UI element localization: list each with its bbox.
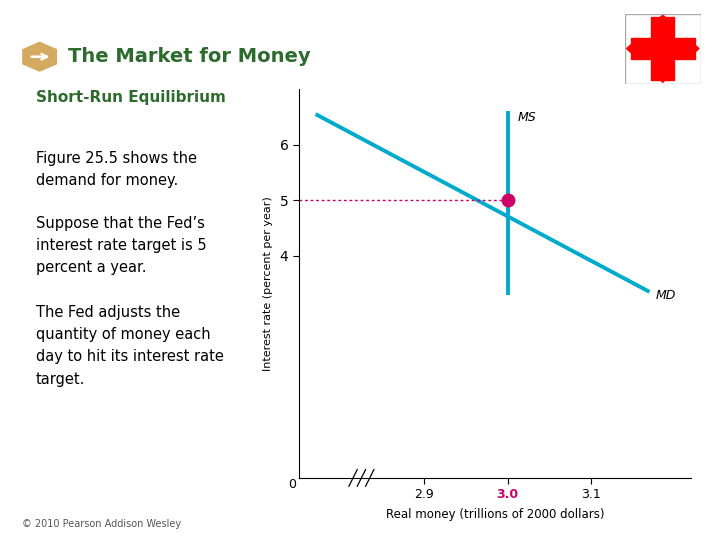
Text: Figure 25.5 shows the
demand for money.: Figure 25.5 shows the demand for money. (36, 151, 197, 188)
Text: The Fed adjusts the
quantity of money each
day to hit its interest rate
target.: The Fed adjusts the quantity of money ea… (36, 305, 224, 387)
Polygon shape (652, 15, 674, 26)
Text: © 2010 Pearson Addison Wesley: © 2010 Pearson Addison Wesley (22, 519, 181, 529)
X-axis label: Real money (trillions of 2000 dollars): Real money (trillions of 2000 dollars) (386, 508, 604, 521)
Text: Short-Run Equilibrium: Short-Run Equilibrium (36, 90, 226, 105)
Text: MS: MS (518, 111, 536, 124)
Bar (652, 17, 674, 80)
Text: 0: 0 (288, 478, 297, 491)
Polygon shape (652, 71, 674, 82)
Polygon shape (626, 38, 639, 59)
Polygon shape (687, 38, 699, 59)
Y-axis label: Interest rate (percent per year): Interest rate (percent per year) (263, 196, 273, 371)
Text: MD: MD (656, 289, 677, 302)
Bar (631, 38, 695, 59)
Text: The Market for Money: The Market for Money (68, 47, 311, 66)
Text: Suppose that the Fed’s
interest rate target is 5
percent a year.: Suppose that the Fed’s interest rate tar… (36, 216, 207, 275)
